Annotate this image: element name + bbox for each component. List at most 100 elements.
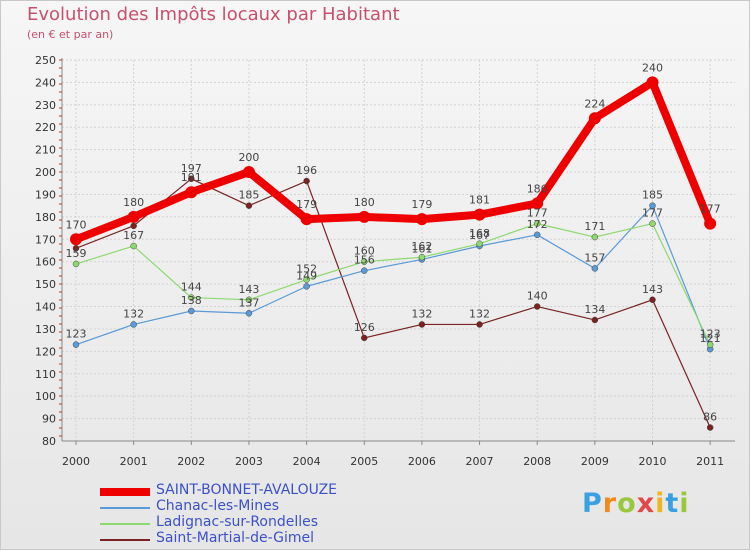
- logo-letter: r: [602, 488, 618, 519]
- legend-label: Ladignac-sur-Rondelles: [156, 514, 319, 530]
- data-label: 143: [642, 283, 663, 296]
- y-tick-label: 170: [35, 233, 56, 246]
- data-point: [303, 283, 310, 290]
- data-label: 180: [354, 196, 375, 209]
- data-point: [591, 233, 599, 241]
- legend-swatch: [100, 523, 150, 525]
- legend-label: SAINT-BONNET-AVALOUZE: [156, 482, 338, 498]
- y-tick-label: 250: [35, 54, 56, 67]
- logo-letter: t: [665, 488, 680, 519]
- data-point: [72, 341, 80, 348]
- data-label: 167: [469, 229, 490, 242]
- legend-swatch: [100, 488, 150, 496]
- data-label: 138: [181, 294, 202, 307]
- data-label: 240: [642, 61, 663, 74]
- series-line-0: [75, 178, 711, 429]
- data-label: 180: [123, 196, 144, 209]
- data-point: [361, 258, 368, 265]
- series-line-3: [72, 78, 715, 244]
- data-label: 191: [181, 171, 202, 184]
- x-tick-label: 2000: [62, 455, 90, 468]
- data-point: [242, 166, 255, 179]
- data-point: [704, 217, 717, 230]
- data-label: 137: [238, 296, 259, 309]
- data-point: [361, 267, 368, 274]
- data-point: [245, 296, 253, 304]
- x-tick-label: 2002: [177, 455, 205, 468]
- data-label: 197: [181, 162, 202, 175]
- data-point: [303, 177, 310, 185]
- data-point: [418, 321, 426, 328]
- data-point: [72, 260, 80, 268]
- data-label: 177: [527, 207, 548, 220]
- data-label: 132: [123, 307, 144, 320]
- data-point: [127, 210, 140, 223]
- data-label: 160: [354, 245, 375, 258]
- data-label: 156: [354, 254, 375, 267]
- data-point: [415, 213, 428, 226]
- x-tick-label: 2009: [581, 455, 609, 468]
- legend-label: Saint-Martial-de-Gimel: [156, 530, 315, 546]
- data-label: 185: [238, 189, 259, 202]
- y-tick-label: 140: [35, 301, 56, 314]
- data-label: 132: [469, 307, 490, 320]
- data-label: 177: [642, 207, 663, 220]
- axes: [59, 58, 735, 445]
- data-label: 143: [238, 283, 259, 296]
- data-label: 134: [584, 303, 605, 316]
- logo-letter: x: [636, 488, 656, 519]
- data-point: [706, 341, 714, 348]
- x-tick-label: 2006: [408, 455, 436, 468]
- grid-lines: [62, 59, 735, 442]
- data-point: [130, 321, 137, 328]
- data-label: 181: [469, 194, 490, 207]
- data-label: 200: [238, 151, 259, 164]
- x-tick-label: 2004: [293, 455, 321, 468]
- data-label: 168: [469, 227, 490, 240]
- logo-letter: i: [679, 488, 690, 519]
- data-label: 186: [527, 182, 548, 195]
- data-label: 196: [296, 164, 317, 177]
- x-tick-label: 2010: [639, 455, 667, 468]
- y-tick-label: 150: [35, 278, 56, 291]
- x-tick-label: 2007: [466, 455, 494, 468]
- data-point: [130, 242, 137, 250]
- data-label: 179: [296, 198, 317, 211]
- data-point: [706, 424, 714, 431]
- data-label: 172: [527, 218, 548, 231]
- data-point: [473, 208, 486, 221]
- data-point: [418, 253, 426, 261]
- data-label: 224: [584, 97, 605, 110]
- y-tick-label: 200: [35, 166, 56, 179]
- data-label: 177: [700, 203, 721, 216]
- x-tick-label: 2008: [523, 455, 551, 468]
- data-point: [591, 316, 599, 324]
- data-point: [476, 240, 483, 248]
- data-label: 140: [527, 290, 548, 303]
- y-tick-label: 210: [35, 144, 56, 157]
- data-label: 185: [642, 189, 663, 202]
- x-tick-label: 2005: [350, 455, 378, 468]
- data-point: [300, 213, 313, 226]
- proxiti-logo: Proxiti: [582, 488, 690, 519]
- data-point: [245, 202, 253, 209]
- data-point: [533, 303, 541, 310]
- legend-item: SAINT-BONNET-AVALOUZE: [100, 482, 400, 500]
- y-tick-label: 190: [35, 188, 56, 201]
- chart-title: Evolution des Impôts locaux par Habitant: [27, 4, 400, 25]
- data-label: 170: [66, 218, 87, 231]
- y-tick-label: 180: [35, 211, 56, 224]
- x-tick-label: 2011: [696, 455, 724, 468]
- data-label: 167: [123, 229, 144, 242]
- x-tick-label: 2001: [120, 455, 148, 468]
- data-point: [303, 276, 310, 283]
- legend-item: Saint-Martial-de-Gimel: [100, 530, 400, 548]
- x-tick-labels: 2000 2001 2002 2003 2004 2005 2006 2007 2008 2009…: [62, 455, 724, 468]
- y-tick-label: 90: [42, 413, 56, 426]
- y-tick-label: 220: [35, 121, 56, 134]
- logo-letter: i: [655, 488, 666, 519]
- y-tick-label: 160: [35, 256, 56, 269]
- data-label: 123: [66, 328, 87, 341]
